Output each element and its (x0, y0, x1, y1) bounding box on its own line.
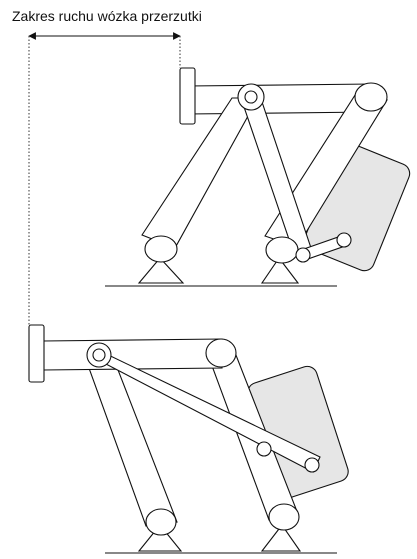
motion-range-caption: Zakres ruchu wózka przerzutki (12, 8, 202, 24)
mount-triangle (137, 257, 185, 284)
carriage-bar (186, 83, 373, 115)
front-arm (141, 97, 259, 249)
derailleur-bottom-position (28, 324, 349, 554)
link-pivot (256, 441, 272, 457)
pivot-bottom-left (144, 235, 178, 263)
mount-triangle (260, 524, 302, 552)
pivot-inner (92, 348, 106, 362)
cage-pivot (336, 232, 352, 248)
pivot-top-right (205, 338, 237, 368)
pivot-bottom-left (145, 508, 177, 536)
cage-pivot (304, 457, 320, 473)
mount-triangle (260, 257, 300, 284)
pivot-inner (244, 90, 258, 104)
pivot-bottom-right (265, 236, 299, 264)
carriage-plate (28, 324, 45, 383)
mount-triangle (137, 524, 183, 552)
carriage-plate (179, 67, 196, 125)
derailleur-top-position (105, 67, 411, 287)
pivot-bottom-right (268, 503, 300, 531)
pivot-top-right (354, 82, 388, 112)
link-pivot (295, 247, 311, 263)
motion-range-indicator (28, 32, 181, 328)
carriage-bar (42, 338, 223, 371)
